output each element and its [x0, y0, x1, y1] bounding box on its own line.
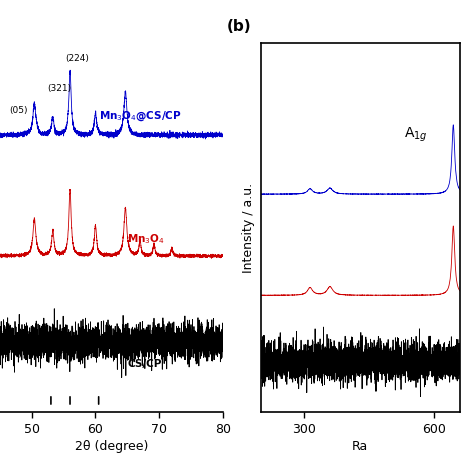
Text: Mn$_3$O$_4$: Mn$_3$O$_4$	[128, 232, 165, 246]
Text: (b): (b)	[227, 19, 252, 34]
Text: A$_{1g}$: A$_{1g}$	[403, 126, 427, 144]
X-axis label: 2θ (degree): 2θ (degree)	[75, 440, 148, 453]
Text: (321): (321)	[48, 84, 72, 93]
X-axis label: Ra: Ra	[352, 440, 368, 453]
Text: (05): (05)	[9, 106, 28, 115]
Text: (224): (224)	[65, 54, 90, 63]
Y-axis label: Intensity / a.u.: Intensity / a.u.	[242, 182, 255, 273]
Text: Mn$_3$O$_4$@CS/CP: Mn$_3$O$_4$@CS/CP	[99, 109, 182, 123]
Text: CS/CP: CS/CP	[128, 358, 162, 368]
